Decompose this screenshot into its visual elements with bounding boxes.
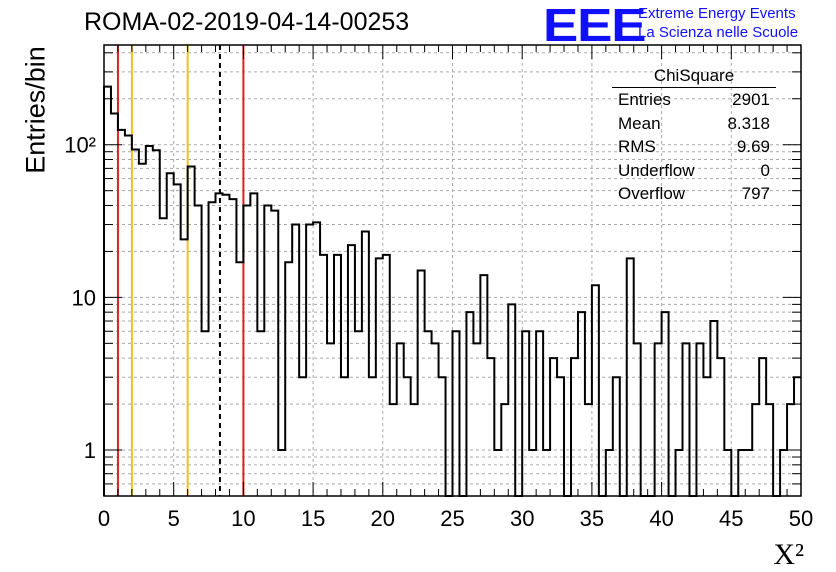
y-axis-label: Entries/bin — [20, 46, 51, 174]
stats-value: 2901 — [732, 90, 770, 109]
reference-lines — [116, 45, 245, 496]
y-tick-label: 10 — [72, 285, 96, 310]
stats-value: 9.69 — [736, 137, 770, 156]
y-tick-label: 1 — [84, 438, 96, 463]
histogram-title: ROMA-02-2019-04-14-00253 — [84, 8, 410, 36]
stats-value: 8.318 — [727, 113, 770, 133]
logo-line-2: La Scienza nelle Scuole — [638, 24, 799, 41]
stats-value: 797 — [741, 184, 770, 203]
stats-title: ChiSquare — [612, 66, 776, 88]
stats-row-underflow: Underflow 0 — [610, 161, 778, 185]
stats-row-overflow: Overflow 797 — [610, 184, 778, 208]
stats-label: Overflow — [618, 184, 686, 203]
logo-line-1: Extreme Energy Events — [638, 5, 796, 22]
x-tick-label: 50 — [789, 506, 813, 531]
x-tick-label: 45 — [719, 506, 743, 531]
x-tick-label: 5 — [168, 506, 180, 531]
x-tick-label: 30 — [510, 506, 534, 531]
stats-label: RMS — [618, 137, 656, 156]
x-tick-label: 40 — [649, 506, 673, 531]
x-tick-label: 35 — [580, 506, 604, 531]
x-tick-label: 25 — [440, 506, 464, 531]
x-tick-label: 20 — [371, 506, 395, 531]
x-tick-label: 15 — [301, 506, 325, 531]
stats-box: ChiSquare Entries 2901 Mean 8.318 RMS 9.… — [610, 66, 778, 208]
x-tick-label: 0 — [98, 506, 110, 531]
x-axis-label: X² — [773, 538, 804, 571]
y-tick-label: 10² — [64, 133, 96, 158]
y-tick-labels: 1 10 10² — [64, 133, 96, 463]
axis-ticks — [103, 45, 802, 497]
x-tick-labels: 0 5 10 15 20 25 30 35 40 45 50 — [98, 506, 813, 531]
stats-value: 0 — [760, 160, 770, 180]
x-tick-label: 10 — [231, 506, 255, 531]
stats-label: Entries — [618, 90, 671, 109]
eee-logo: EEE — [543, 0, 647, 51]
stats-row-entries: Entries 2901 — [610, 90, 778, 114]
stats-label: Mean — [618, 113, 661, 133]
stats-row-rms: RMS 9.69 — [610, 137, 778, 161]
stats-row-mean: Mean 8.318 — [610, 114, 778, 138]
stats-label: Underflow — [618, 160, 695, 180]
